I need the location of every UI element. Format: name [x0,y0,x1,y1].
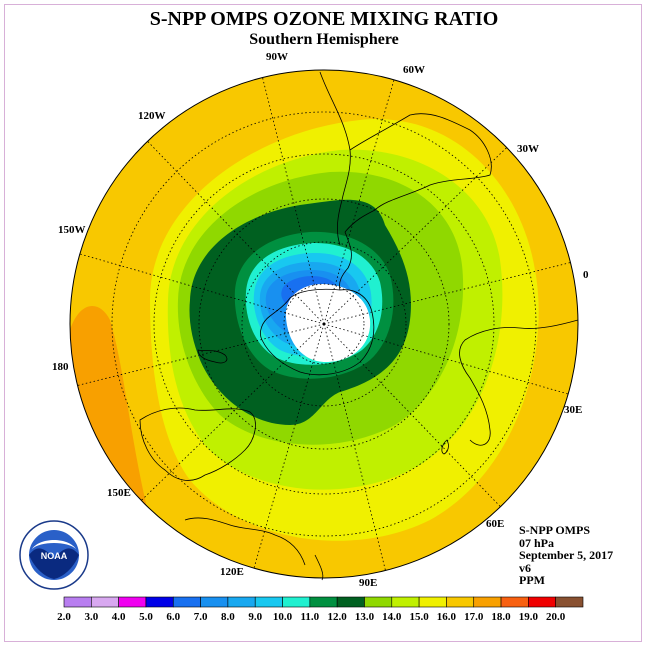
madagascar [441,439,449,455]
logo-gull-shape [29,548,79,579]
info-block: S-NPP OMPS 07 hPa September 5, 2017 v6 P… [519,524,613,587]
latitude-circle-50s [153,153,495,495]
lon-label-180: 180 [52,361,69,373]
lon-label-60e: 60E [486,518,504,530]
lon-label-30e: 30E [564,404,582,416]
asia-coast [314,554,324,581]
antarctica-coast [260,288,375,376]
new-zealand [197,349,228,364]
south-america-coast [319,71,351,246]
logo-text: NOAA [41,551,68,561]
latitude-circle-80s [283,283,365,365]
info-level: 07 hPa [519,535,555,550]
antarctic-peninsula [339,231,352,291]
indonesia-coast [184,517,306,566]
lon-label-0: 0 [583,269,589,281]
longitude-labels: 90W 60W 30W 0 30E 60E 90E 120E 150E 180 … [52,51,589,589]
lon-label-120e: 120E [220,566,244,578]
info-version: v6 [519,560,531,575]
latitude-circle-70s [241,241,407,407]
lon-label-150w: 150W [58,224,86,236]
info-instrument: S-NPP OMPS [519,523,590,537]
lon-label-120w: 120W [138,110,166,122]
info-date: September 5, 2017 [519,548,614,562]
latitude-circle-40s [111,111,537,537]
lon-label-60w: 60W [403,64,425,76]
africa-coast [459,319,579,446]
lon-label-150e: 150E [107,487,131,499]
australia-coast [139,407,256,481]
graticule [77,77,571,571]
map-subtitle: Southern Hemisphere [249,31,399,48]
map-title: S-NPP OMPS OZONE MIXING RATIO [149,8,499,30]
lon-label-90e: 90E [359,577,377,589]
latitude-circle-60s [198,198,450,450]
south-pole-marker [322,322,326,326]
lon-label-90w: 90W [266,51,288,63]
map-boundary [69,69,579,579]
logo-sky-arc [32,540,76,549]
noaa-logo: NOAA [19,520,89,590]
lon-label-30w: 30W [517,143,539,155]
info-units: PPM [519,573,545,587]
figure-frame [4,4,642,642]
